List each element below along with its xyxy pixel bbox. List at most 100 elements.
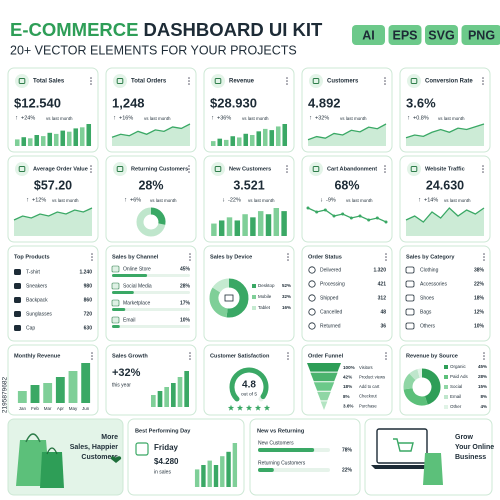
trend-arrow: ↑: [26, 198, 29, 204]
panel-title: Revenue by Source: [406, 353, 458, 359]
bar: [265, 214, 272, 236]
trend-arrow: ↑: [309, 116, 312, 122]
watermark: 2195879682: [2, 377, 9, 414]
category-icon: [405, 294, 415, 302]
star: [245, 404, 253, 411]
promo-text: Sales, Happier: [70, 444, 119, 451]
line-dot: [375, 216, 379, 220]
bar: [27, 138, 33, 146]
star: [254, 404, 262, 411]
bar: [53, 133, 59, 146]
item-name: Sunglasses: [26, 311, 52, 317]
item-name: Clothing: [420, 267, 439, 273]
menu-dot: [91, 256, 93, 258]
bar-track: [258, 468, 330, 472]
kpi-note: vs last month: [346, 198, 373, 203]
menu-dot: [90, 165, 92, 167]
bar: [217, 138, 223, 146]
header-subtitle: 20+ VECTOR ELEMENTS FOR YOUR PROJECTS: [10, 43, 297, 57]
funnel-value: 42%: [343, 375, 352, 380]
legend-swatch: [252, 284, 256, 288]
item-value: 78%: [342, 447, 353, 453]
legend-name: Other: [450, 404, 462, 409]
laptop-base: [371, 465, 433, 469]
status-icon: [308, 280, 316, 288]
donut-segment: [421, 368, 441, 405]
product-icon: [14, 297, 21, 303]
donut-segment: [212, 278, 230, 293]
x-tick-label: Feb: [31, 406, 39, 411]
format-badge: [425, 25, 458, 45]
menu-dot: [384, 165, 386, 167]
grow-text: Grow: [455, 434, 473, 441]
panel-title: Sales by Device: [210, 254, 252, 260]
bar: [40, 136, 46, 146]
star: [263, 404, 271, 411]
kpi-value: 68%: [334, 178, 359, 192]
item-value: 980: [84, 283, 93, 289]
menu-dot: [188, 80, 190, 82]
donut-segment: [150, 207, 166, 225]
line-dot: [349, 216, 353, 220]
icon: [113, 74, 127, 88]
bar: [281, 211, 287, 236]
best-note: in sales: [154, 469, 171, 475]
panel-title: Top Products: [14, 254, 50, 260]
kpi-value: 28%: [138, 178, 163, 192]
legend-name: Desktop: [258, 283, 275, 288]
menu-dot: [287, 253, 289, 255]
bag: [423, 453, 443, 485]
item-value: 860: [84, 297, 93, 303]
bar: [112, 291, 134, 294]
product-icon: [14, 325, 21, 331]
kpi-note: vs last month: [444, 198, 471, 203]
icon-glyph: [410, 78, 418, 84]
channel-icon: [111, 282, 120, 290]
menu-dot: [90, 171, 92, 173]
item-name: Accessories: [420, 281, 447, 287]
kpi-change: +0.8%: [413, 115, 429, 121]
donut-segment: [403, 387, 428, 406]
item-value: 18%: [474, 295, 485, 301]
bar: [243, 133, 249, 146]
item-name: Email: [123, 317, 136, 323]
item-value: 630: [84, 325, 93, 331]
menu-dot: [90, 80, 92, 82]
bar: [258, 448, 315, 452]
line-dot: [341, 212, 345, 216]
product-icon: [14, 269, 21, 275]
menu-dot: [482, 168, 484, 170]
menu-dot: [189, 253, 191, 255]
icon-glyph: [214, 166, 222, 172]
item-name: T-shirt: [26, 269, 41, 275]
item-value: 38%: [474, 267, 485, 273]
bar: [66, 131, 72, 146]
menu-dot: [287, 352, 289, 354]
bar: [151, 395, 156, 407]
kpi-title: Total Orders: [131, 79, 167, 85]
promo-text: Customers: [81, 454, 118, 461]
channel-icon: [111, 265, 120, 273]
menu-dot: [482, 77, 484, 79]
area-fill: [308, 124, 386, 146]
category-icon: [405, 266, 415, 274]
area-fill: [406, 208, 484, 236]
growth-note: this year: [112, 382, 131, 388]
kpi-value: 3.6%: [406, 95, 436, 110]
panel-title: Sales by Channel: [112, 254, 159, 260]
kpi-note: vs last month: [46, 116, 73, 121]
menu-dot: [91, 358, 93, 360]
item-name: Marketplace: [123, 300, 150, 306]
kpi-change: +32%: [315, 115, 329, 121]
bar: [236, 137, 242, 146]
panel-title: Sales Growth: [112, 353, 148, 359]
bar: [213, 465, 219, 487]
menu-dot: [482, 171, 484, 173]
laptop-screen: [376, 428, 428, 464]
bag: [40, 452, 64, 488]
menu-dot: [287, 259, 289, 261]
card: [399, 245, 491, 342]
bar: [112, 308, 126, 311]
legend-value: 15%: [478, 384, 487, 389]
kpi-change: -9%: [326, 197, 336, 203]
